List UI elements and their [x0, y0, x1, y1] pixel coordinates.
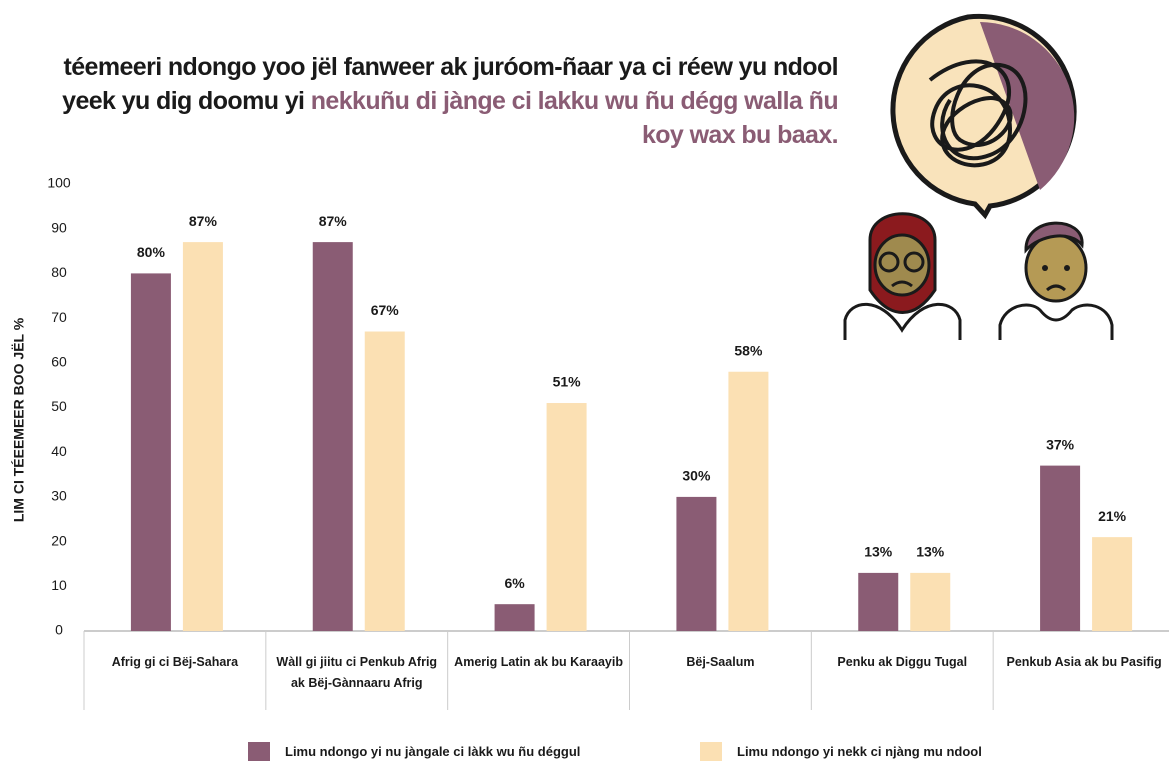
- y-tick-label: 40: [51, 443, 67, 459]
- bar: [1040, 465, 1081, 631]
- value-label: 67%: [371, 302, 400, 318]
- x-tick-label: Bëj-Saalum: [686, 655, 755, 669]
- value-label: 58%: [734, 342, 763, 358]
- value-label: 6%: [504, 575, 525, 591]
- value-label: 87%: [189, 213, 218, 229]
- value-label: 80%: [137, 244, 166, 260]
- y-tick-label: 0: [55, 622, 63, 638]
- value-label: 30%: [682, 468, 711, 484]
- value-label: 51%: [553, 374, 582, 390]
- legend-swatch: [700, 742, 722, 761]
- value-label: 87%: [319, 213, 348, 229]
- bar: [728, 371, 769, 631]
- title-highlight: nekkuñu di jànge ci lakku wu ñu dégg wal…: [310, 87, 839, 149]
- chart-title: téemeeri ndongo yoo jël fanweer ak juróo…: [38, 50, 838, 152]
- x-tick-label: Afrig gi ci Bëj-Sahara: [111, 655, 239, 669]
- value-label: 13%: [916, 544, 945, 560]
- y-tick-label: 60: [51, 354, 67, 370]
- y-tick-label: 80: [51, 264, 67, 280]
- y-tick-label: 100: [47, 175, 71, 191]
- y-tick-label: 10: [51, 577, 67, 593]
- bar: [858, 572, 899, 631]
- legend-label: Limu ndongo yi nekk ci njàng mu ndool: [737, 744, 982, 759]
- x-tick-label: Wàll gi jiitu ci Penkub Afrig ak Bëj-Gàn…: [276, 655, 438, 690]
- x-tick-label: Penkub Asia ak bu Pasifig: [1006, 655, 1162, 669]
- y-tick-label: 20: [51, 532, 67, 548]
- legend-swatch: [248, 742, 270, 761]
- title-main: téemeeri ndongo yoo jël fanweer ak juróo…: [62, 53, 838, 115]
- y-tick-label: 70: [51, 309, 67, 325]
- bar: [546, 403, 587, 631]
- bar: [910, 572, 951, 631]
- bar: [1092, 537, 1133, 631]
- bar: [130, 273, 171, 631]
- x-tick-label: Amerig Latin ak bu Karaayib: [454, 655, 623, 669]
- y-tick-label: 50: [51, 398, 67, 414]
- value-label: 21%: [1098, 508, 1127, 524]
- y-tick-label: 90: [51, 219, 67, 235]
- bar: [182, 242, 223, 632]
- legend-label: Limu ndongo yi nu jàngale ci làkk wu ñu …: [285, 744, 581, 759]
- bar: [364, 331, 405, 631]
- x-tick-label: Penku ak Diggu Tugal: [837, 655, 968, 669]
- bar: [676, 496, 717, 631]
- y-tick-label: 30: [51, 488, 67, 504]
- bar: [494, 604, 535, 631]
- y-axis-label: LIM CI TÉEEMEER BOO JËL %: [11, 317, 27, 522]
- value-label: 13%: [864, 544, 893, 560]
- bar: [312, 242, 353, 632]
- value-label: 37%: [1046, 436, 1075, 452]
- illustration: [843, 13, 1114, 340]
